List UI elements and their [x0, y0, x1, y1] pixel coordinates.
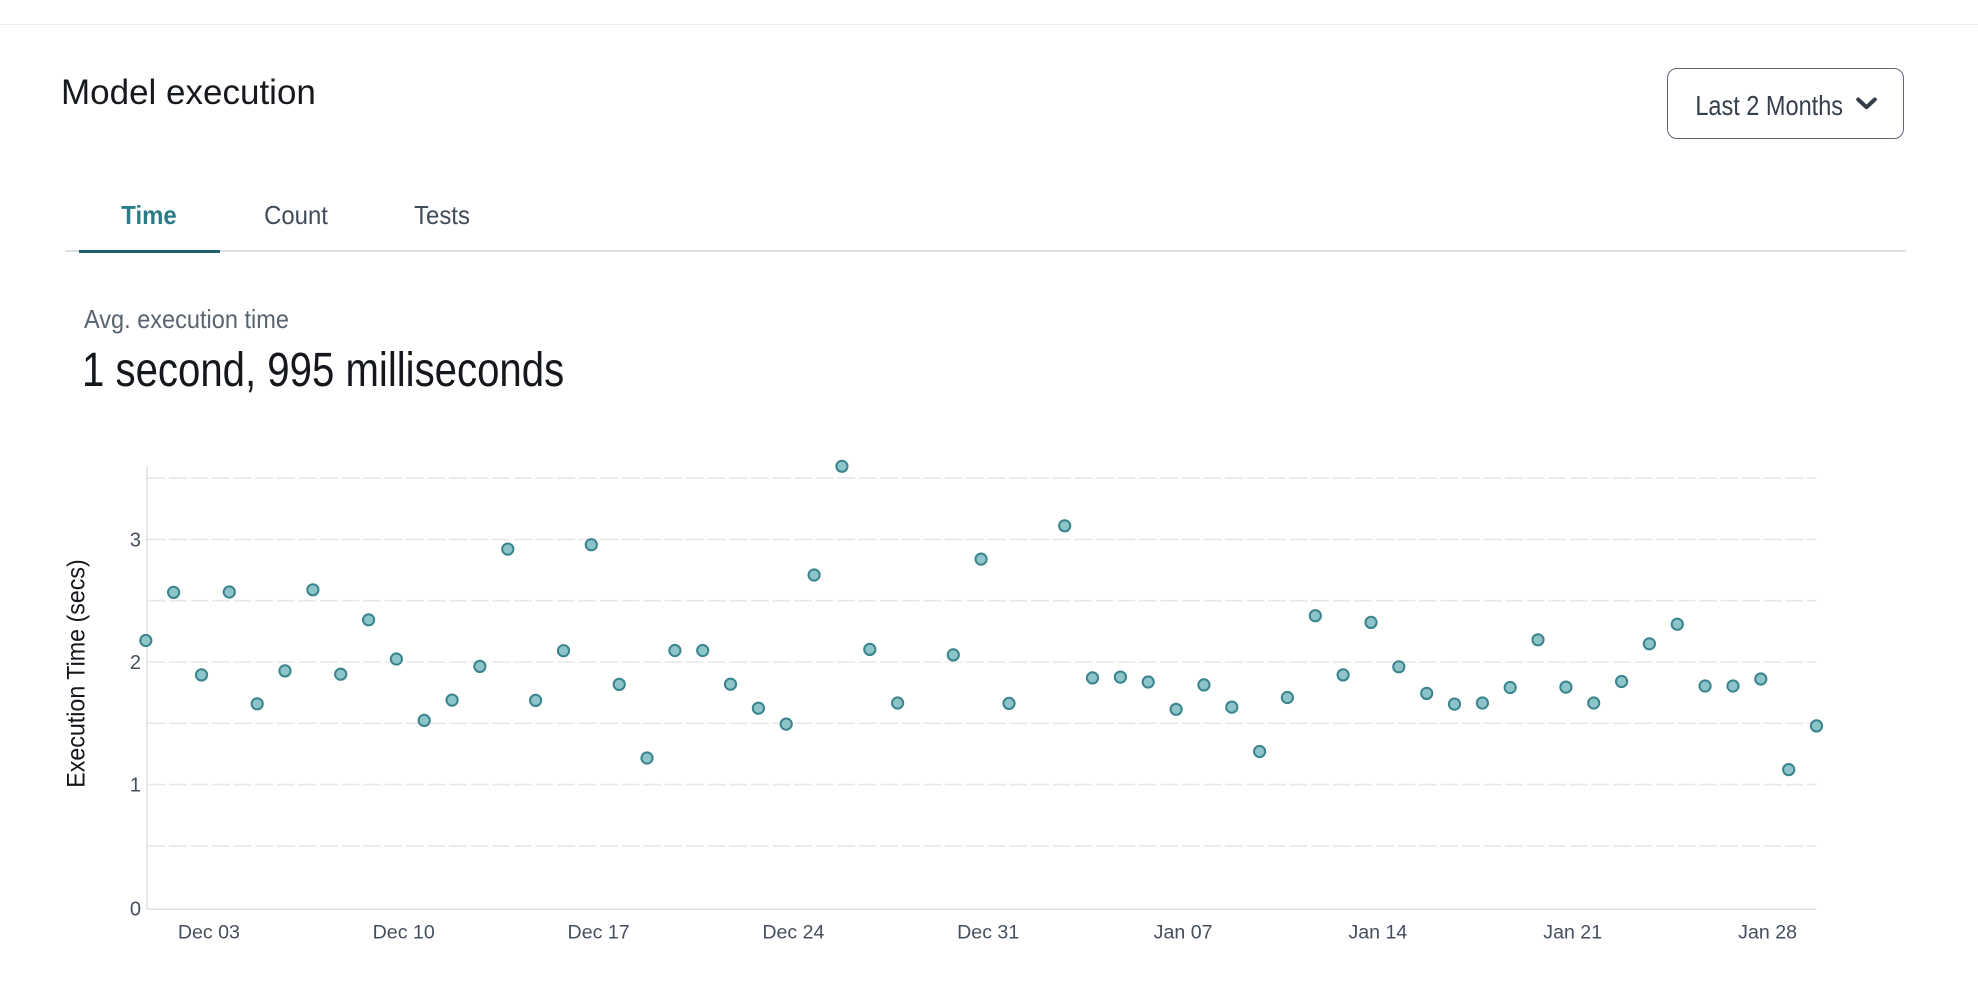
svg-text:Dec 31: Dec 31 [957, 922, 1019, 944]
svg-text:Jan 28: Jan 28 [1738, 922, 1797, 944]
svg-text:1: 1 [130, 775, 141, 797]
svg-text:0: 0 [130, 899, 141, 921]
svg-text:Jan 07: Jan 07 [1154, 922, 1213, 944]
svg-text:3: 3 [130, 529, 141, 551]
svg-text:Execution Time (secs): Execution Time (secs) [63, 559, 91, 788]
svg-text:Dec 03: Dec 03 [178, 922, 240, 944]
svg-text:Jan 14: Jan 14 [1348, 922, 1407, 944]
svg-text:Dec 24: Dec 24 [762, 922, 824, 944]
svg-text:Dec 10: Dec 10 [373, 922, 435, 944]
svg-text:2: 2 [130, 652, 141, 674]
svg-text:Dec 17: Dec 17 [568, 922, 630, 944]
svg-text:Jan 21: Jan 21 [1543, 922, 1602, 944]
